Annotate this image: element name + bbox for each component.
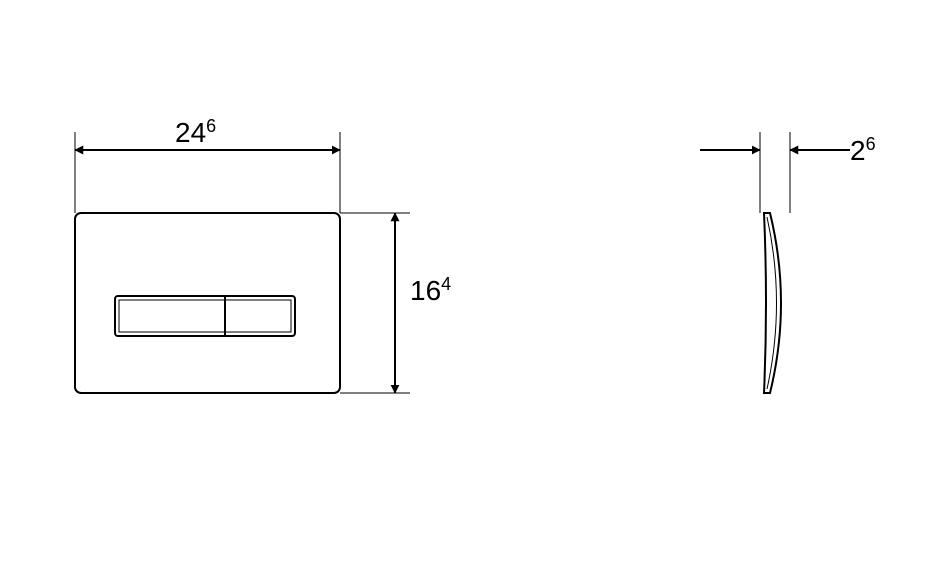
dimension-height-label: 164 — [410, 274, 451, 306]
dimension-width-label: 246 — [175, 116, 216, 148]
flush-buttons — [115, 296, 295, 336]
side-profile — [764, 213, 781, 393]
technical-drawing: 246 164 26 — [0, 0, 940, 587]
dimension-depth-label: 26 — [850, 134, 876, 166]
